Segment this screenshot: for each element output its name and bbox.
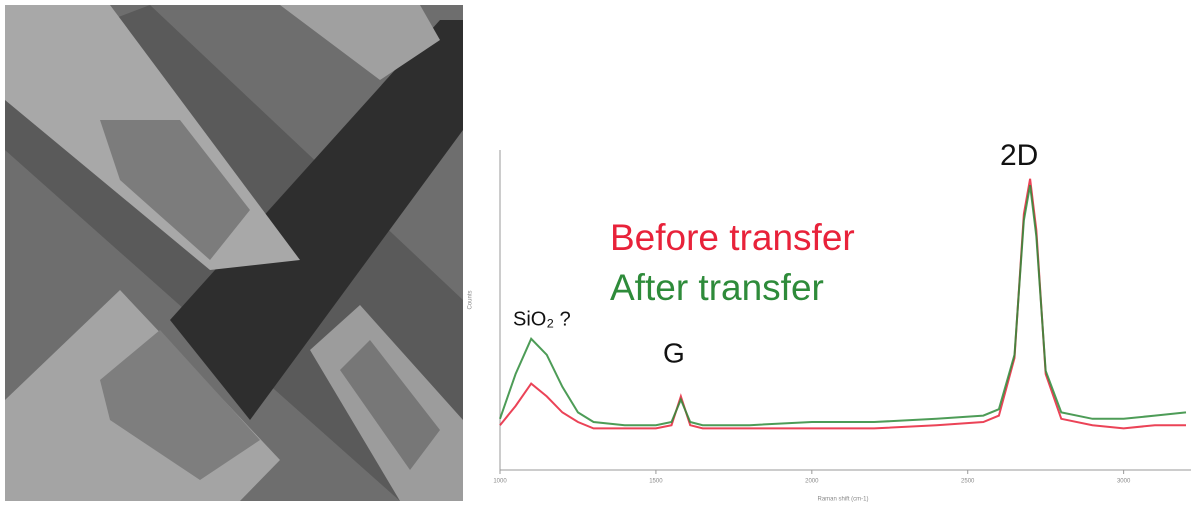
x-axis-label: Raman shift (cm-1) [817, 497, 868, 503]
annotation: SiO₂ ? [513, 308, 571, 330]
chart: Raman shift (cm-1) Counts Before transfe… [0, 0, 1191, 506]
y-axis-label: Counts [468, 290, 474, 309]
sem-image [5, 5, 463, 501]
x-tick-label: 1500 [649, 479, 663, 485]
x-tick-label: 2500 [961, 479, 975, 485]
annotation: After transfer [610, 267, 824, 308]
x-tick-label: 2000 [805, 479, 819, 485]
x-tick-label: 1000 [493, 479, 507, 485]
annotation: G [663, 337, 685, 368]
figure: Raman shift (cm-1) Counts Before transfe… [0, 0, 1191, 506]
annotation: 2D [1000, 139, 1038, 172]
annotation: Before transfer [610, 217, 855, 258]
x-tick-label: 3000 [1117, 479, 1131, 485]
